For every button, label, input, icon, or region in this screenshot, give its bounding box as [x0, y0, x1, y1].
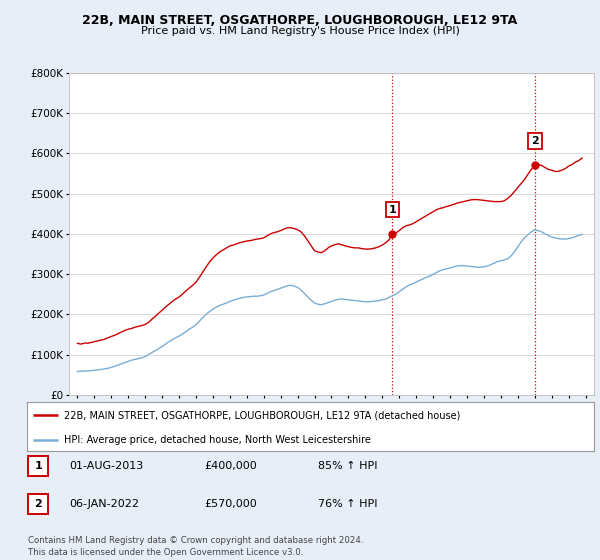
Text: 2: 2	[531, 136, 539, 146]
Text: 76% ↑ HPI: 76% ↑ HPI	[318, 499, 377, 509]
Text: 22B, MAIN STREET, OSGATHORPE, LOUGHBOROUGH, LE12 9TA: 22B, MAIN STREET, OSGATHORPE, LOUGHBOROU…	[82, 14, 518, 27]
Text: 06-JAN-2022: 06-JAN-2022	[69, 499, 139, 509]
Text: 22B, MAIN STREET, OSGATHORPE, LOUGHBOROUGH, LE12 9TA (detached house): 22B, MAIN STREET, OSGATHORPE, LOUGHBOROU…	[64, 410, 460, 421]
Text: 1: 1	[388, 204, 396, 214]
Text: 2: 2	[34, 499, 42, 509]
Text: 01-AUG-2013: 01-AUG-2013	[69, 461, 143, 471]
Text: HPI: Average price, detached house, North West Leicestershire: HPI: Average price, detached house, Nort…	[64, 435, 371, 445]
Text: £570,000: £570,000	[204, 499, 257, 509]
Text: 85% ↑ HPI: 85% ↑ HPI	[318, 461, 377, 471]
Text: Contains HM Land Registry data © Crown copyright and database right 2024.
This d: Contains HM Land Registry data © Crown c…	[28, 536, 364, 557]
Text: £400,000: £400,000	[204, 461, 257, 471]
Text: Price paid vs. HM Land Registry's House Price Index (HPI): Price paid vs. HM Land Registry's House …	[140, 26, 460, 36]
Text: 1: 1	[34, 461, 42, 471]
